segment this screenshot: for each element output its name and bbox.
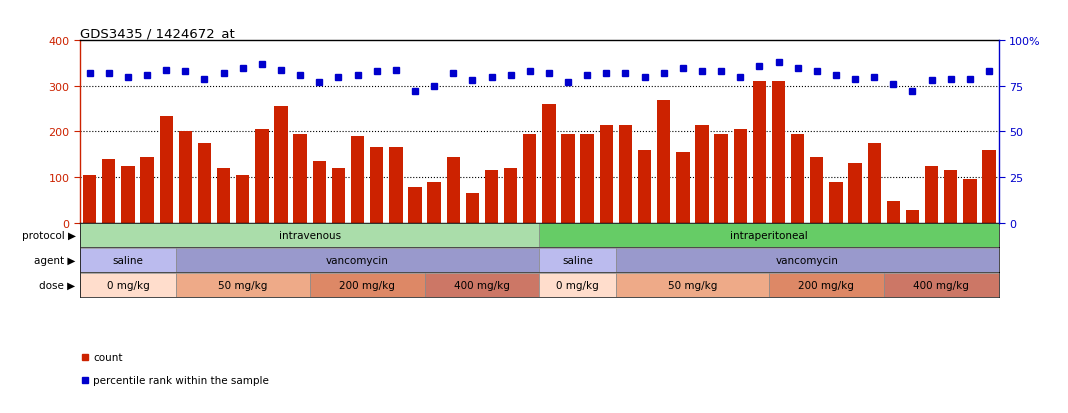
Bar — [963, 180, 976, 223]
Bar — [103, 159, 115, 223]
Bar — [370, 148, 383, 223]
Bar — [829, 182, 843, 223]
Bar — [140, 157, 154, 223]
Text: saline: saline — [112, 255, 143, 265]
Bar — [811, 157, 823, 223]
Text: 400 mg/kg: 400 mg/kg — [913, 280, 969, 290]
Text: percentile rank within the sample: percentile rank within the sample — [94, 375, 269, 385]
Bar — [925, 166, 939, 223]
Text: intraperitoneal: intraperitoneal — [731, 230, 807, 240]
Bar — [983, 150, 995, 223]
Bar — [944, 171, 957, 223]
Bar — [446, 157, 460, 223]
Bar — [867, 143, 881, 223]
Bar — [884, 273, 999, 297]
Bar — [159, 116, 173, 223]
Text: saline: saline — [562, 255, 593, 265]
Bar — [618, 125, 632, 223]
Bar — [616, 273, 769, 297]
Bar — [539, 248, 616, 272]
Bar — [886, 202, 900, 223]
Bar — [791, 134, 804, 223]
Bar — [198, 143, 211, 223]
Text: 400 mg/kg: 400 mg/kg — [454, 280, 509, 290]
Text: 200 mg/kg: 200 mg/kg — [340, 280, 395, 290]
Bar — [176, 248, 539, 272]
Text: GDS3435 / 1424672_at: GDS3435 / 1424672_at — [80, 27, 235, 40]
Bar — [848, 164, 862, 223]
Text: count: count — [94, 352, 123, 362]
Bar — [178, 132, 192, 223]
Bar — [638, 150, 651, 223]
Bar — [543, 105, 555, 223]
Text: vancomycin: vancomycin — [326, 255, 389, 265]
Bar — [351, 137, 364, 223]
Bar — [80, 223, 539, 247]
Bar — [523, 134, 536, 223]
Bar — [504, 169, 517, 223]
Bar — [80, 248, 176, 272]
Bar — [310, 273, 424, 297]
Bar — [769, 273, 883, 297]
Text: 200 mg/kg: 200 mg/kg — [799, 280, 854, 290]
Bar — [772, 82, 785, 223]
Bar — [427, 182, 441, 223]
Bar — [539, 273, 616, 297]
Bar — [424, 273, 539, 297]
Text: protocol ▶: protocol ▶ — [21, 230, 76, 240]
Bar — [332, 169, 345, 223]
Bar — [657, 100, 671, 223]
Text: 50 mg/kg: 50 mg/kg — [668, 280, 717, 290]
Bar — [753, 82, 766, 223]
Bar — [122, 166, 135, 223]
Bar — [466, 193, 480, 223]
Bar — [676, 152, 690, 223]
Text: 50 mg/kg: 50 mg/kg — [218, 280, 267, 290]
Bar — [294, 134, 307, 223]
Bar — [83, 175, 96, 223]
Bar — [313, 161, 326, 223]
Bar — [599, 125, 613, 223]
Bar — [695, 125, 709, 223]
Bar — [255, 130, 268, 223]
Text: 0 mg/kg: 0 mg/kg — [107, 280, 150, 290]
Text: agent ▶: agent ▶ — [34, 255, 76, 265]
Text: intravenous: intravenous — [279, 230, 341, 240]
Text: vancomycin: vancomycin — [775, 255, 838, 265]
Bar — [176, 273, 310, 297]
Bar — [539, 223, 999, 247]
Bar — [408, 188, 422, 223]
Bar — [714, 134, 727, 223]
Bar — [581, 134, 594, 223]
Bar — [906, 211, 920, 223]
Text: 0 mg/kg: 0 mg/kg — [556, 280, 599, 290]
Bar — [80, 273, 176, 297]
Bar — [236, 175, 250, 223]
Bar — [562, 134, 575, 223]
Bar — [485, 171, 498, 223]
Bar — [616, 248, 999, 272]
Bar — [217, 169, 231, 223]
Bar — [389, 148, 403, 223]
Bar — [734, 130, 747, 223]
Text: dose ▶: dose ▶ — [40, 280, 76, 290]
Bar — [274, 107, 287, 223]
